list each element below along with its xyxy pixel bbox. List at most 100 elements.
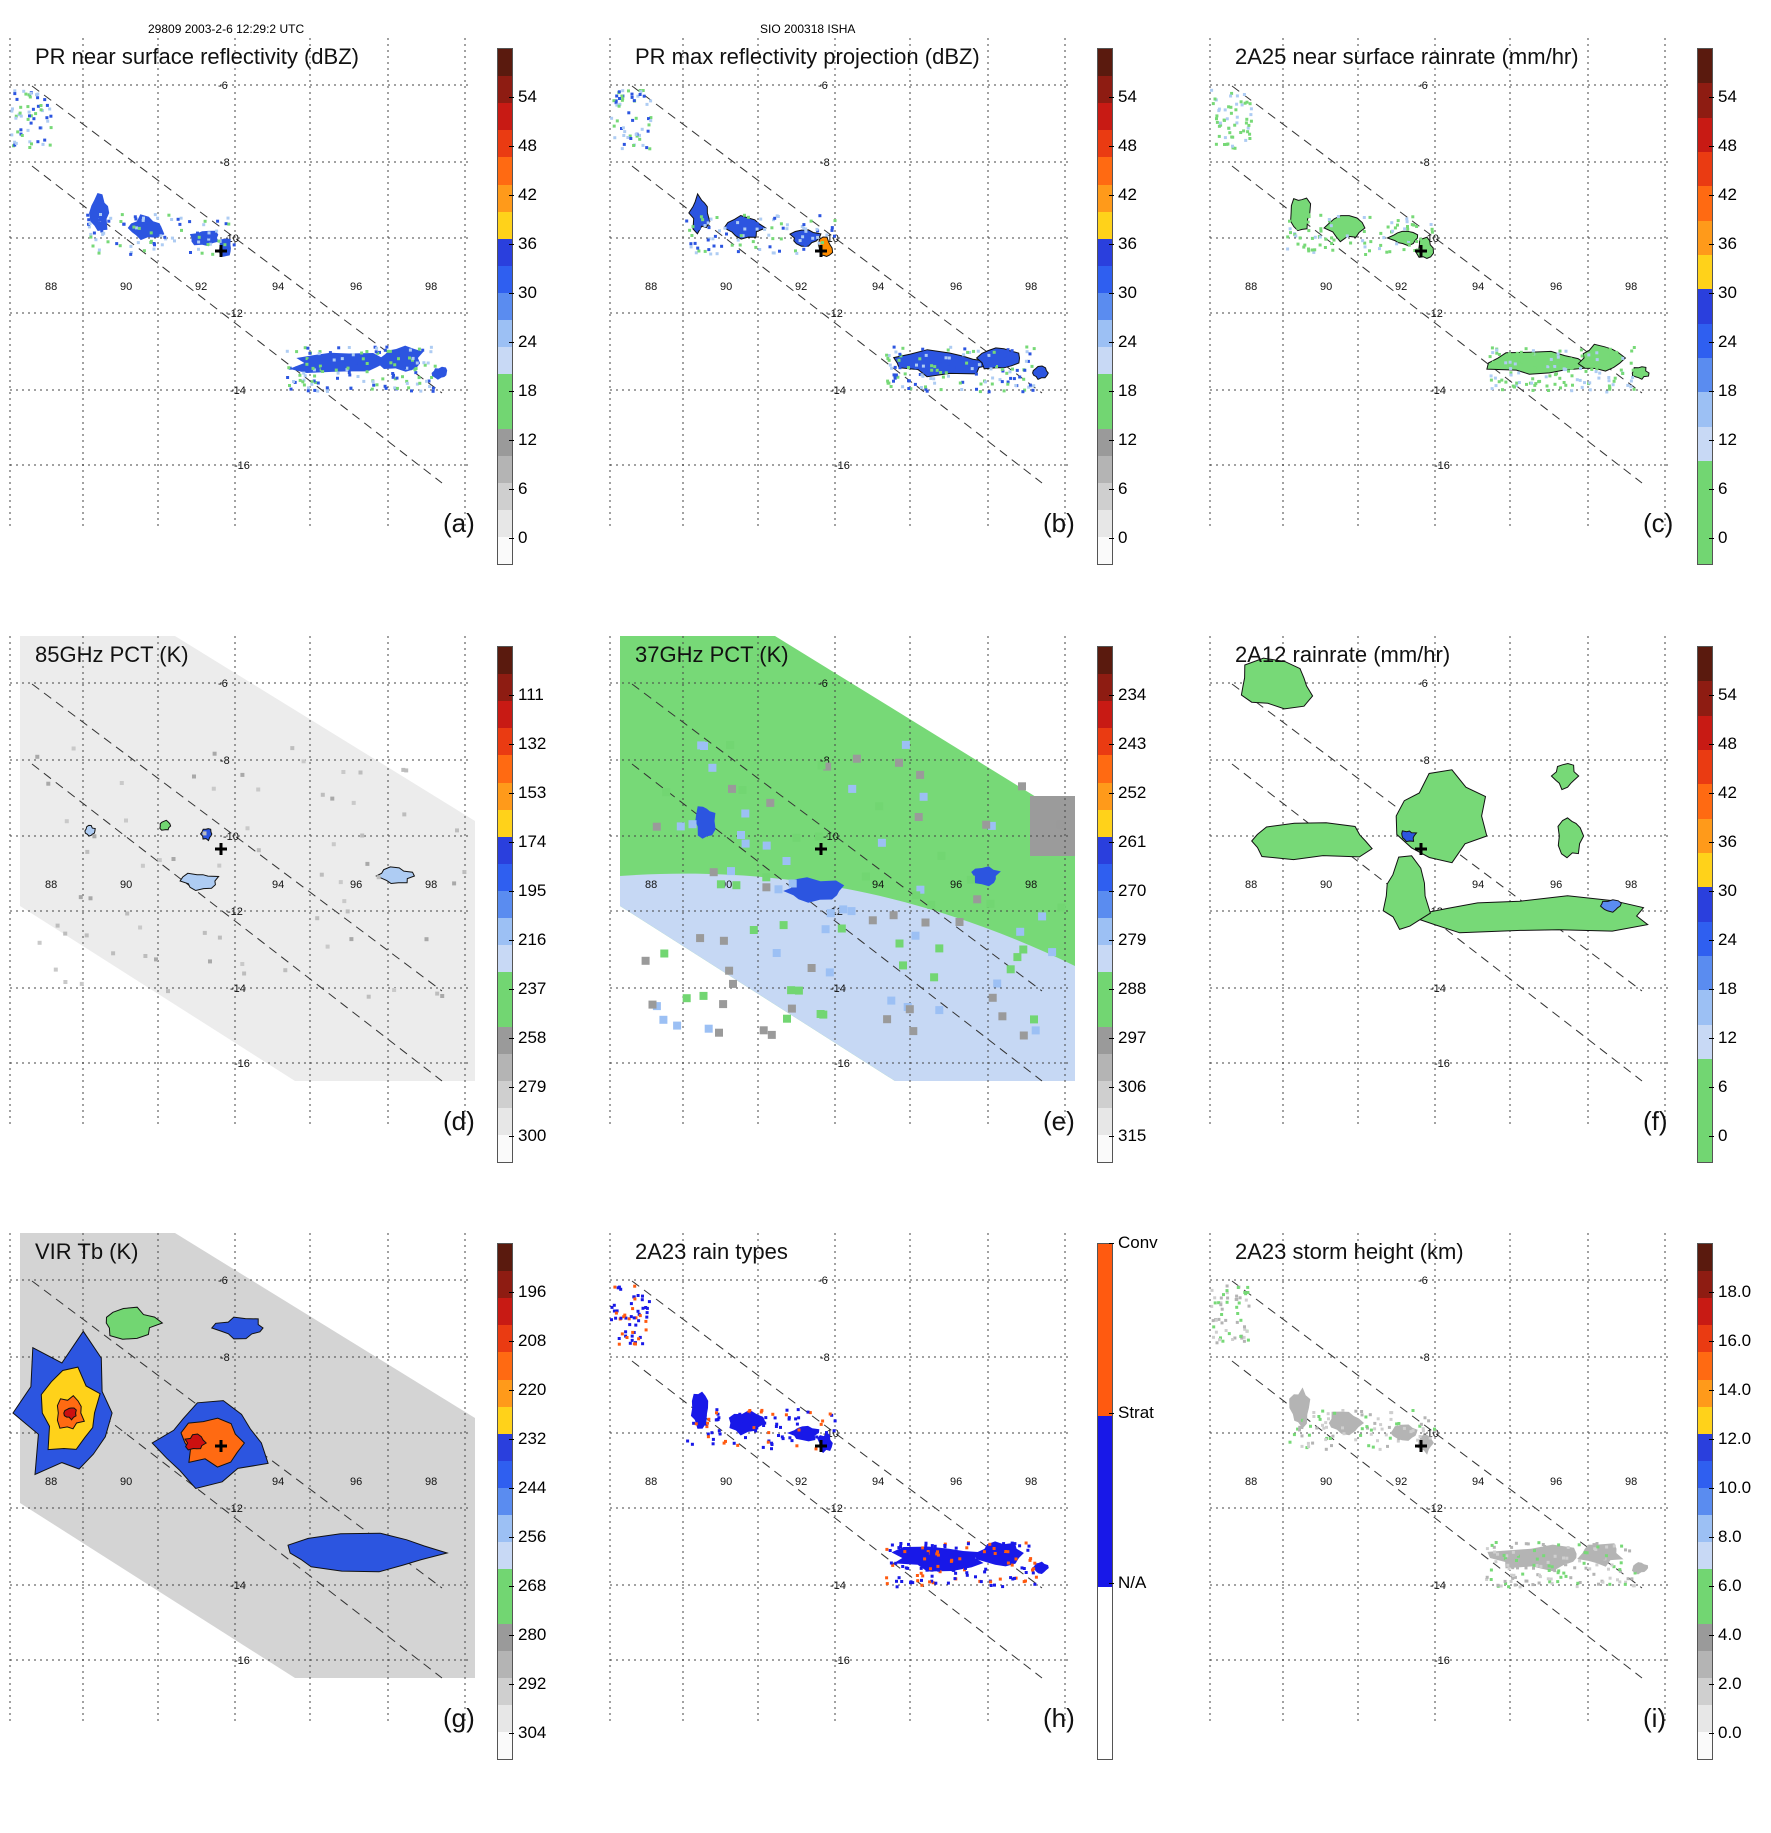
colorbar-segment	[1098, 890, 1112, 919]
rain-pixel	[751, 240, 755, 244]
rain-pixel	[1589, 355, 1593, 359]
rain-pixel	[622, 142, 626, 146]
colorbar-tick: 258	[508, 1028, 547, 1048]
rain-pixel	[1231, 146, 1235, 150]
rain-pixel	[1368, 1413, 1372, 1417]
rain-pixel	[933, 365, 937, 369]
rain-pixel	[633, 1284, 637, 1288]
rain-pixel	[916, 1579, 920, 1583]
rain-pixel	[1558, 349, 1562, 353]
rain-pixel	[719, 1000, 728, 1009]
lat-label: -14	[830, 1580, 846, 1592]
lat-label: -16	[834, 460, 850, 472]
colorbar-tick: 30	[1709, 283, 1737, 303]
rain-pixel	[1524, 1579, 1528, 1583]
rain-pixel	[930, 1544, 934, 1548]
rain-pixel	[1533, 383, 1537, 387]
rain-pixel	[935, 1006, 944, 1015]
rain-pixel	[1244, 121, 1248, 125]
rain-pixel	[137, 226, 141, 230]
rain-pixel	[129, 252, 133, 256]
rain-pixel	[1626, 1577, 1630, 1581]
rain-pixel	[1521, 1572, 1525, 1576]
rain-pixel	[163, 235, 167, 239]
rain-pixel	[1562, 1556, 1565, 1560]
rain-pixel	[615, 103, 619, 107]
rain-pixel	[1489, 378, 1493, 382]
rain-pixel	[179, 216, 183, 220]
rain-pixel	[345, 909, 350, 914]
rain-pixel	[13, 143, 17, 147]
rain-pixel	[1509, 373, 1513, 377]
colorbar-tick: 304	[508, 1723, 547, 1743]
rain-pixel	[1497, 380, 1501, 384]
rain-pixel	[959, 1552, 963, 1556]
rain-pixel	[987, 353, 991, 357]
colorbar-segment	[1698, 1433, 1712, 1461]
rain-pixel	[1234, 108, 1238, 112]
rain-pixel	[630, 1338, 634, 1342]
rain-pixel	[633, 1297, 637, 1301]
lon-label: 92	[795, 1476, 807, 1488]
rain-pixel	[890, 366, 894, 370]
rain-pixel	[1345, 234, 1349, 238]
colorbar-tick: 0	[1708, 528, 1728, 548]
rain-pixel	[1215, 1341, 1219, 1345]
rain-pixel	[115, 242, 119, 246]
colorbar-tick: 300	[508, 1126, 547, 1146]
colorbar-segment	[498, 674, 512, 702]
rain-pixel	[1609, 360, 1613, 364]
rain-pixel	[709, 217, 713, 221]
rain-pixel	[617, 1337, 621, 1340]
colorbar-segment	[1698, 1058, 1712, 1094]
rain-pixel	[415, 382, 419, 386]
rain-pixel	[1541, 1543, 1545, 1546]
rain-pixel	[360, 833, 365, 838]
colorbar-tick: 30	[1709, 881, 1737, 901]
rain-pixel	[819, 1422, 823, 1426]
rain-pixel	[1630, 349, 1634, 353]
rain-pixel	[1548, 1580, 1552, 1584]
rain-pixel	[1296, 1427, 1300, 1431]
rain-pixel	[1421, 1427, 1425, 1431]
rain-pixel	[408, 348, 412, 352]
rain-pixel	[1402, 248, 1406, 252]
rain-pixel	[1509, 1580, 1513, 1583]
rain-pixel	[839, 905, 848, 914]
rain-cell	[1557, 817, 1585, 859]
rain-pixel	[129, 244, 133, 248]
rain-pixel	[11, 107, 14, 111]
rain-pixel	[302, 383, 306, 387]
rain-pixel	[771, 237, 775, 241]
rain-pixel	[1005, 371, 1009, 375]
rain-pixel	[631, 118, 635, 122]
panel-b: 88 90 92 94 96 98 -6 -8 -10 -12 -14 -16 PR max refl…	[609, 38, 1190, 638]
rain-pixel	[897, 358, 901, 362]
rain-pixel	[1330, 242, 1334, 245]
rain-pixel	[305, 362, 309, 366]
lat-label: -12	[827, 1503, 843, 1515]
rain-pixel	[636, 1294, 640, 1297]
rain-pixel	[365, 370, 369, 374]
panel-title: 2A23 storm height (km)	[1235, 1239, 1464, 1264]
rain-pixel	[1057, 903, 1066, 912]
rain-pixel	[624, 1330, 628, 1334]
colorbar-segment	[498, 728, 512, 756]
lon-label: 98	[1025, 281, 1037, 293]
rain-pixel	[301, 380, 305, 384]
colorbar-segment	[1098, 265, 1112, 293]
rain-pixel	[993, 979, 1002, 988]
rain-pixel	[717, 1429, 721, 1433]
lat-label: -6	[818, 1275, 828, 1287]
rain-pixel	[1364, 253, 1368, 256]
rain-pixel	[987, 821, 996, 830]
colorbar-segment	[1098, 157, 1112, 185]
rain-pixel	[1218, 1338, 1221, 1342]
rain-pixel	[1513, 1575, 1517, 1579]
rain-pixel	[1512, 1573, 1516, 1577]
rain-pixel	[1524, 1566, 1528, 1570]
colorbar-segment	[1098, 836, 1112, 864]
rain-pixel	[936, 1550, 939, 1554]
rain-pixel	[877, 838, 886, 847]
rain-pixel	[1562, 381, 1566, 384]
